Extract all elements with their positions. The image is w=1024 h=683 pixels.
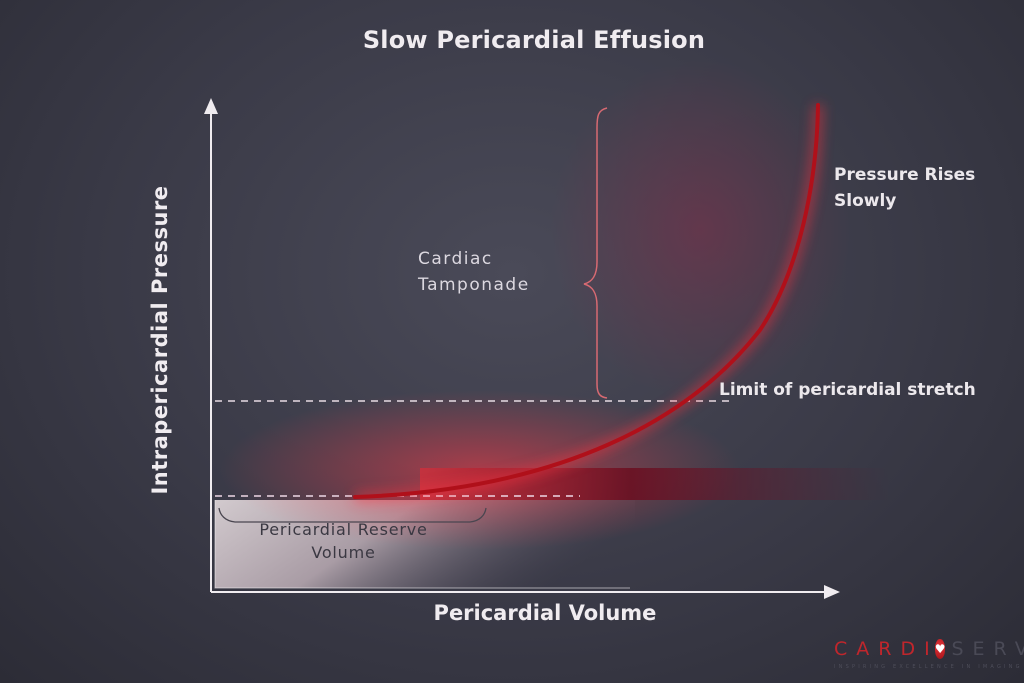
y-axis-arrow-icon (204, 98, 218, 114)
cardioserv-logo: CARDI ♥ SERV INSPIRING EXCELLENCE IN IMA… (834, 638, 1024, 670)
reserve-volume-label: Pericardial Reserve Volume (259, 520, 428, 562)
diagram-title: Slow Pericardial Effusion (362, 26, 706, 54)
x-axis-label: Pericardial Volume (433, 601, 657, 625)
tamponade-bracket (583, 107, 608, 399)
y-axis-label: Intrapericardial Pressure (148, 185, 172, 495)
pressure-curve (353, 103, 820, 499)
x-axis-arrow-icon (824, 585, 840, 599)
tamponade-label: Cardiac Tamponade (418, 249, 530, 295)
pressure-rises-label: Pressure Rises Slowly (834, 165, 976, 211)
stretch-limit-label: Limit of pericardial stretch (719, 380, 976, 400)
reserve-bracket (218, 507, 487, 523)
heart-icon: ♥ (934, 639, 946, 659)
logo-tagline: INSPIRING EXCELLENCE IN IMAGING (834, 664, 1023, 670)
